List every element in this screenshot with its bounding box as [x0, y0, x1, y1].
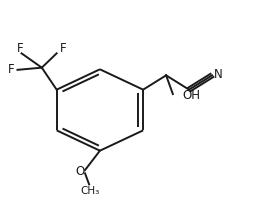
Text: OH: OH [182, 89, 200, 102]
Text: N: N [214, 68, 222, 81]
Text: F: F [17, 42, 23, 55]
Text: O: O [76, 165, 85, 178]
Text: F: F [8, 63, 14, 76]
Text: F: F [60, 42, 67, 55]
Text: CH₃: CH₃ [81, 185, 100, 196]
